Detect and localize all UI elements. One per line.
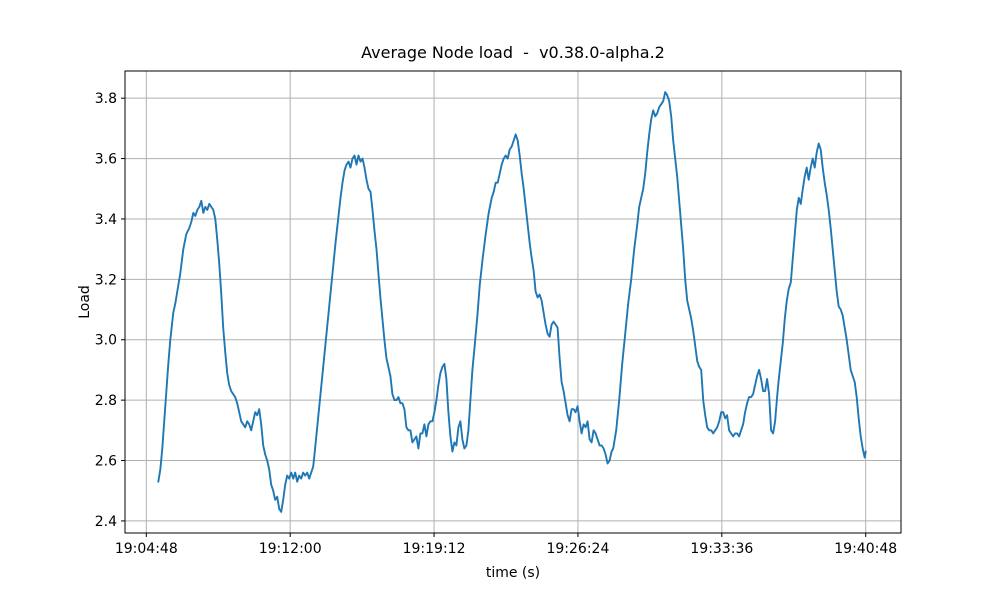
y-tick-label: 3.8 bbox=[95, 91, 117, 107]
x-tick-label: 19:04:48 bbox=[115, 541, 178, 557]
x-tick-label: 19:33:36 bbox=[690, 541, 753, 557]
y-tick-label: 2.6 bbox=[95, 454, 117, 470]
x-tick-label: 19:26:24 bbox=[546, 541, 609, 557]
axes-box bbox=[124, 70, 902, 534]
y-tick-label: 3.4 bbox=[95, 212, 117, 228]
y-axis-label: Load bbox=[77, 285, 93, 319]
tick-label-layer: 19:04:48 19:12:00 19:19:12 19:26:24 19:33:36… bbox=[95, 91, 897, 557]
y-tick-label: 3.0 bbox=[95, 333, 117, 349]
y-tick-label: 3.2 bbox=[95, 272, 117, 288]
x-axis-label: time (s) bbox=[486, 565, 540, 581]
grid-layer bbox=[125, 71, 901, 533]
x-tick-label: 19:19:12 bbox=[403, 541, 466, 557]
chart-title: Average Node load - v0.38.0-alpha.2 bbox=[361, 43, 665, 62]
y-tick-label: 3.6 bbox=[95, 152, 117, 168]
y-tick-label: 2.4 bbox=[95, 514, 117, 530]
load-series-line bbox=[157, 91, 867, 513]
y-tick-label: 2.8 bbox=[95, 393, 117, 409]
x-tick-label: 19:40:48 bbox=[834, 541, 897, 557]
series-layer bbox=[157, 91, 867, 513]
tick-layer bbox=[121, 97, 867, 537]
x-tick-label: 19:12:00 bbox=[259, 541, 322, 557]
